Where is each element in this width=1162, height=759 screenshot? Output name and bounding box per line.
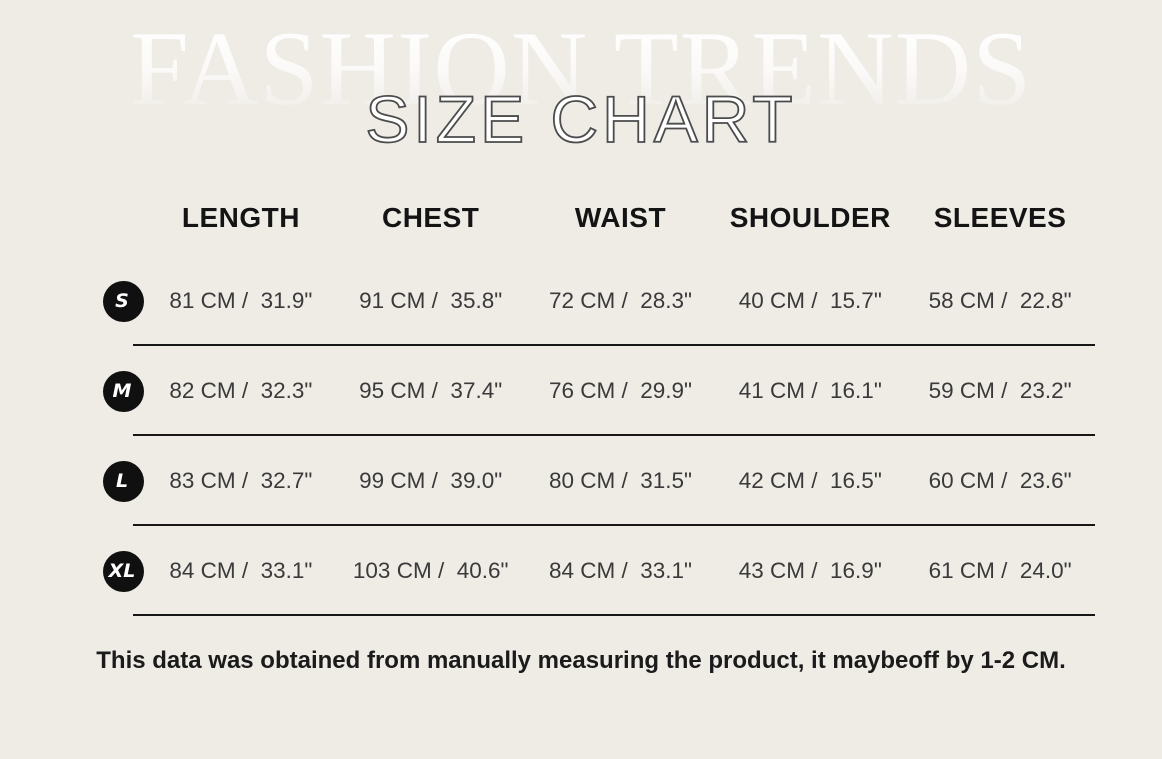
chest-value: 103 CM / 40.6" — [352, 558, 509, 583]
length-value: 84 CM / 33.1" — [169, 558, 313, 583]
sleeves-value: 59 CM / 23.2" — [928, 378, 1072, 403]
table-row-s: S 81 CM / 31.9" 91 CM / 35.8" 72 CM / 28… — [100, 256, 1095, 346]
shoulder-value: 41 CM / 16.1" — [738, 378, 882, 403]
column-header-length: LENGTH — [181, 202, 300, 233]
size-badge-xl: XL — [102, 550, 144, 592]
column-header-waist: WAIST — [574, 202, 667, 233]
column-header-sleeves: SLEEVES — [933, 202, 1067, 233]
watermark-text: FASHION TRENDS — [0, 16, 1162, 122]
measurement-disclaimer-text: This data was obtained from manually mea… — [96, 647, 1066, 674]
sleeves-value: 61 CM / 24.0" — [928, 558, 1072, 583]
size-badge-m: M — [102, 370, 144, 412]
size-chart-table: LENGTH CHEST WAIST SHOULDER SLEEVES S 81… — [100, 180, 1095, 616]
waist-value: 84 CM / 33.1" — [548, 558, 693, 583]
length-value: 82 CM / 32.3" — [169, 378, 313, 403]
table-header-row: LENGTH CHEST WAIST SHOULDER SLEEVES — [100, 180, 1095, 256]
page-title: SIZE CHART — [365, 82, 797, 156]
badge-cell: S — [100, 280, 146, 322]
length-value: 83 CM / 32.7" — [169, 468, 313, 493]
chest-value: 91 CM / 35.8" — [359, 288, 503, 313]
badge-cell: L — [100, 460, 146, 502]
shoulder-value: 40 CM / 15.7" — [738, 288, 882, 313]
shoulder-value: 43 CM / 16.9" — [738, 558, 882, 583]
table-row-l: L 83 CM / 32.7" 99 CM / 39.0" 80 CM / 31… — [100, 436, 1095, 526]
chest-value: 99 CM / 39.0" — [359, 468, 503, 493]
size-badge-s: S — [102, 280, 144, 322]
chest-value: 95 CM / 37.4" — [359, 378, 503, 403]
waist-value: 72 CM / 28.3" — [548, 288, 693, 313]
sleeves-value: 60 CM / 23.6" — [928, 468, 1072, 493]
shoulder-value: 42 CM / 16.5" — [738, 468, 882, 493]
length-value: 81 CM / 31.9" — [169, 288, 313, 313]
size-badge-l: L — [102, 460, 144, 502]
column-header-shoulder: SHOULDER — [729, 202, 891, 233]
table-row-m: M 82 CM / 32.3" 95 CM / 37.4" 76 CM / 29… — [100, 346, 1095, 436]
sleeves-value: 58 CM / 22.8" — [928, 288, 1072, 313]
waist-value: 76 CM / 29.9" — [548, 378, 693, 403]
column-header-chest: CHEST — [381, 202, 480, 233]
badge-cell: M — [100, 370, 146, 412]
badge-cell: XL — [100, 550, 146, 592]
header-section: FASHION TRENDS SIZE CHART — [0, 0, 1162, 180]
waist-value: 80 CM / 31.5" — [548, 468, 693, 493]
table-row-xl: XL 84 CM / 33.1" 103 CM / 40.6" 84 CM / … — [100, 526, 1095, 616]
measurement-disclaimer: This data was obtained from manually mea… — [0, 640, 1162, 682]
